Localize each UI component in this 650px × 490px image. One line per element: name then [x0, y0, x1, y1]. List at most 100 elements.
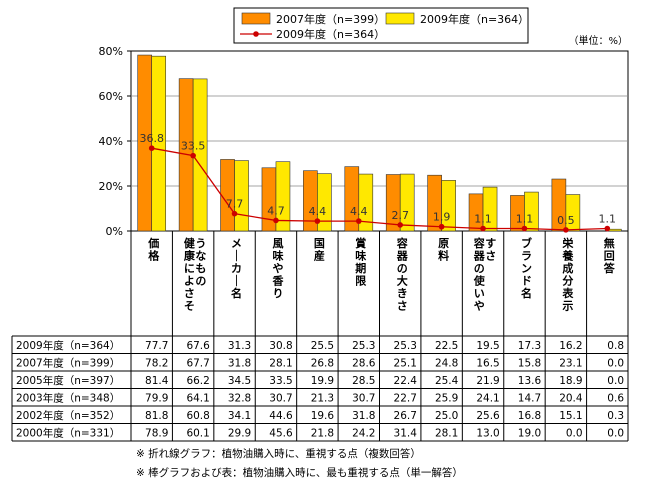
line-data-label: 1.1 — [599, 213, 617, 226]
bar — [151, 55, 167, 232]
table-cell: 0.0 — [607, 358, 624, 370]
table-cell: 25.9 — [435, 393, 458, 405]
legend-swatch — [385, 12, 415, 25]
line-point — [314, 218, 321, 224]
table-cell: 16.8 — [518, 410, 541, 422]
table-cell: 24.2 — [352, 428, 375, 440]
table-cell: 22.7 — [394, 393, 417, 405]
category-label: 賞味期限 — [355, 236, 366, 288]
bar — [358, 173, 374, 232]
category-label: 風味や香り — [271, 237, 284, 300]
table-cell: 0.0 — [566, 428, 583, 440]
legend-swatch — [241, 12, 271, 25]
table-cell: 34.5 — [228, 375, 251, 387]
line-point — [273, 217, 279, 224]
table-cell: 21.9 — [476, 375, 499, 387]
bar — [317, 173, 332, 232]
table-cell: 15.1 — [559, 410, 582, 422]
line-data-label: 36.8 — [139, 132, 164, 145]
table-cell: 19.9 — [311, 375, 334, 387]
table-cell: 16.2 — [559, 340, 582, 352]
category-label: ブランド名 — [521, 236, 532, 300]
table-cell: 44.6 — [269, 410, 293, 422]
table-cell: 81.4 — [145, 375, 169, 387]
table-cell: 28.6 — [352, 358, 376, 370]
table-cell: 19.5 — [476, 340, 499, 352]
line-data-label: 1.9 — [433, 211, 451, 224]
footnote-bar-chart: ※ 棒グラフおよび表：植物油購入時に、最も重視する点（単一解答） — [136, 467, 463, 479]
table-cell: 25.3 — [394, 340, 417, 352]
category-label: 容器の使いやすさ — [473, 236, 497, 313]
bar — [234, 160, 249, 232]
y-tick-label: 60% — [99, 90, 123, 103]
table-cell: 32.8 — [228, 393, 251, 405]
line-data-label: 33.5 — [181, 140, 206, 153]
line-point — [480, 225, 486, 232]
table-cell: 23.1 — [559, 358, 582, 370]
bar — [399, 173, 415, 232]
table-cell: 28.1 — [269, 358, 292, 370]
table-cell: 21.3 — [311, 393, 334, 405]
bar — [565, 194, 581, 232]
table-cell: 31.3 — [228, 340, 251, 352]
table-cell: 0.3 — [607, 410, 624, 422]
table-cell: 25.5 — [311, 340, 334, 352]
table-cell: 78.2 — [145, 358, 168, 370]
table-cell: 30.7 — [269, 393, 292, 405]
line-data-label: 1.1 — [474, 213, 492, 226]
table-cell: 28.1 — [435, 428, 458, 440]
table-cell: 19.0 — [518, 428, 541, 440]
table-cell: 33.5 — [269, 375, 292, 387]
table-row-label: 2009年度（n=364） — [16, 339, 120, 352]
table-cell: 25.3 — [352, 340, 375, 352]
table-cell: 13.6 — [518, 375, 542, 387]
category-label: 無回答 — [604, 236, 616, 275]
table-cell: 60.8 — [186, 410, 209, 422]
table-cell: 0.6 — [607, 393, 624, 405]
line-data-label: 0.5 — [557, 214, 575, 227]
table-cell: 13.0 — [476, 428, 499, 440]
table-cell: 25.1 — [394, 358, 417, 370]
line-point — [521, 225, 528, 232]
unit-label: （単位：%） — [568, 34, 628, 47]
table-cell: 45.6 — [269, 428, 293, 440]
bar — [441, 180, 456, 232]
table-cell: 67.7 — [186, 358, 209, 370]
table-cell: 79.9 — [145, 393, 168, 405]
table-cell: 29.9 — [228, 428, 251, 440]
y-tick-label: 0% — [106, 225, 123, 238]
line-data-label: 1.1 — [516, 213, 534, 226]
legend — [233, 7, 529, 44]
table-cell: 31.4 — [394, 428, 418, 440]
line-point — [438, 223, 445, 230]
chart: 0% 20% 40% 60% 80% （単位：%） 36.8 33.5 7.7 4.7 4.4 4.4… — [11, 7, 629, 442]
table-cell: 30.7 — [352, 393, 375, 405]
legend-label: 2009年度（n=364） — [276, 27, 385, 41]
category-label: 価格 — [147, 236, 160, 263]
table-cell: 24.8 — [435, 358, 458, 370]
category-label: 栄養成分表示 — [561, 236, 574, 313]
footnote-line-chart: ※ 折れ線グラフ：植物油購入時に、重視する点（複数回答） — [136, 448, 421, 460]
table-cell: 67.6 — [186, 340, 210, 352]
bar — [275, 161, 291, 232]
line-point — [355, 218, 362, 224]
line-point — [397, 222, 404, 228]
table-cell: 30.8 — [269, 340, 292, 352]
bar — [482, 186, 498, 232]
line-data-label: 4.4 — [309, 205, 327, 218]
table-row-label: 2005年度（n=397） — [16, 374, 120, 387]
table-cell: 26.8 — [311, 358, 334, 370]
table-cell: 22.5 — [435, 340, 458, 352]
table-row-label: 2007年度（n=399） — [16, 357, 120, 370]
table-cell: 24.1 — [476, 393, 499, 405]
line-data-label: 7.7 — [226, 198, 244, 211]
table-cell: 14.7 — [518, 393, 541, 405]
line-point — [231, 210, 238, 217]
line-point — [190, 152, 196, 159]
line-data-label: 4.7 — [267, 204, 285, 217]
legend-marker — [253, 31, 259, 37]
category-label: メ｜カ｜名 — [231, 237, 242, 300]
table-cell: 66.2 — [186, 375, 209, 387]
table-cell: 0.0 — [607, 428, 624, 440]
table-cell: 34.1 — [228, 410, 251, 422]
